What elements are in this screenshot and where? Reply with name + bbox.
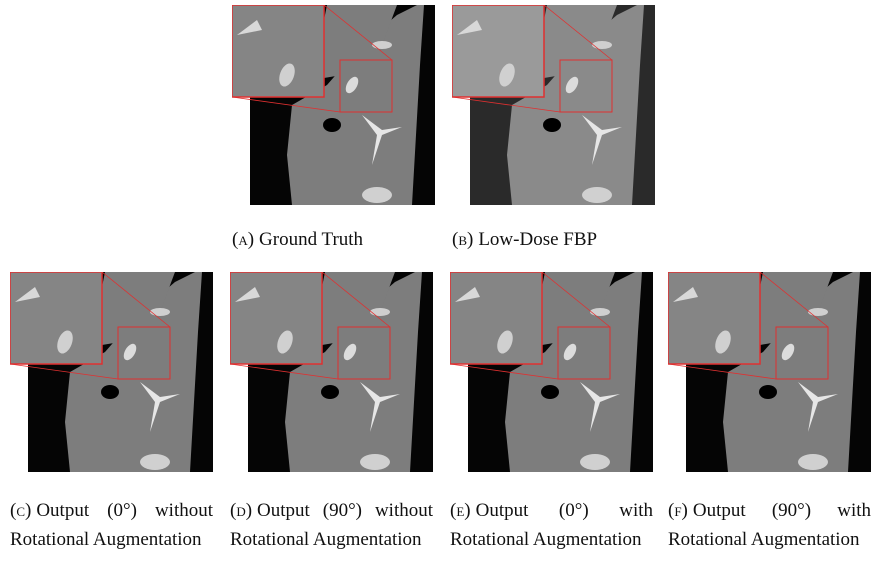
- caption: (a) Ground Truth: [232, 225, 435, 254]
- caption-label: (e): [450, 500, 471, 521]
- caption-text: Output (0°) with Rotational Augmentation: [450, 500, 653, 550]
- subfigure: (b) Low-Dose FBP: [452, 5, 655, 254]
- caption: (c) Output (0°) without Rotational Augmen…: [10, 496, 213, 554]
- caption-label: (c): [10, 500, 32, 521]
- caption-label: (a): [232, 229, 255, 250]
- caption-text: Output (90°) with Rotational Augmentatio…: [668, 500, 871, 550]
- ct-image: [668, 272, 871, 472]
- caption-label: (f): [668, 500, 688, 521]
- caption: (e) Output (0°) with Rotational Augmentat…: [450, 496, 653, 554]
- caption: (b) Low-Dose FBP: [452, 225, 655, 254]
- subfigure: (a) Ground Truth: [232, 5, 435, 254]
- caption: (f) Output (90°) with Rotational Augmenta…: [668, 496, 871, 554]
- caption-label: (d): [230, 500, 253, 521]
- caption-text: Low-Dose FBP: [478, 229, 598, 250]
- subfigure: (e) Output (0°) with Rotational Augmentat…: [450, 272, 653, 554]
- subfigure: (f) Output (90°) with Rotational Augmenta…: [668, 272, 871, 554]
- ct-image: [452, 5, 655, 205]
- subfigure: (c) Output (0°) without Rotational Augmen…: [10, 272, 213, 554]
- caption-text: Output (0°) without Rotational Augmentat…: [10, 500, 213, 550]
- ct-image: [232, 5, 435, 205]
- ct-image: [10, 272, 213, 472]
- caption-text: Output (90°) without Rotational Augmenta…: [230, 500, 433, 550]
- caption-text: Ground Truth: [259, 229, 364, 250]
- ct-image: [230, 272, 433, 472]
- caption-label: (b): [452, 229, 474, 250]
- caption: (d) Output (90°) without Rotational Augme…: [230, 496, 433, 554]
- subfigure: (d) Output (90°) without Rotational Augme…: [230, 272, 433, 554]
- ct-image: [450, 272, 653, 472]
